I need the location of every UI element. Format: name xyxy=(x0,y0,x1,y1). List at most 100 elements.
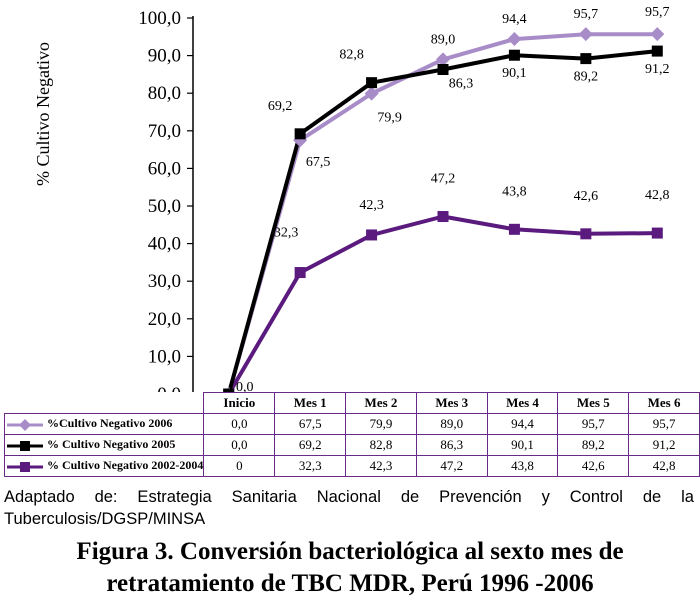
table-cell: 82,8 xyxy=(345,434,417,456)
data-point xyxy=(366,77,378,89)
table-cell: 91,2 xyxy=(628,434,700,456)
legend-swatch-marker xyxy=(19,418,31,431)
series-markers xyxy=(223,27,665,392)
data-label: 90,1 xyxy=(502,66,527,81)
caption-line-1: Figura 3. Conversión bacteriológica al s… xyxy=(76,538,624,565)
figure-caption: Figura 3. Conversión bacteriológica al s… xyxy=(0,536,700,600)
series-line xyxy=(227,214,658,392)
y-tick-label: 30,0 xyxy=(148,271,181,292)
table-cell: 86,3 xyxy=(415,434,488,456)
data-label: 89,0 xyxy=(431,32,456,47)
chart-plot: 0,0 10,0 20,0 30,0 40,0 50,0 60,0 70,0 80,0 90,0 1… xyxy=(33,5,670,392)
data-label: 91,2 xyxy=(645,62,670,77)
y-tick-label: 70,0 xyxy=(148,121,181,142)
data-point xyxy=(578,27,593,42)
table-cell: 90,1 xyxy=(486,434,559,456)
data-label: 86,3 xyxy=(449,77,474,92)
legend-label: % Cultivo Negativo 2002-2004 xyxy=(47,458,204,473)
y-tick-label: 60,0 xyxy=(148,158,181,179)
legend-swatch-marker xyxy=(20,440,30,451)
legend-swatch xyxy=(7,418,43,431)
table-column-header: Mes 6 xyxy=(628,392,700,414)
data-point xyxy=(651,227,663,239)
data-point xyxy=(508,223,520,235)
data-point xyxy=(366,229,378,241)
table-cell: 42,8 xyxy=(628,455,700,477)
data-label: 32,3 xyxy=(274,226,299,241)
data-point xyxy=(651,45,663,57)
chart-axes xyxy=(187,16,194,392)
table-cell: 79,9 xyxy=(345,413,417,435)
table-row: % Cultivo Negativo 2002-2004 0 32,3 42,3 47,… xyxy=(3,455,700,477)
y-tick-label: 80,0 xyxy=(148,83,181,104)
table-cell: 95,7 xyxy=(628,413,700,435)
data-point xyxy=(364,86,379,101)
legend-swatch xyxy=(7,440,43,451)
data-point xyxy=(437,64,449,76)
table-cell: 42,3 xyxy=(345,455,417,477)
table-cell: 95,7 xyxy=(557,413,630,435)
table-column-header: Mes 3 xyxy=(415,392,488,414)
table-cell: 94,4 xyxy=(486,413,559,435)
data-label: 43,8 xyxy=(502,184,527,199)
data-label: 42,6 xyxy=(574,189,599,204)
table-cell: 89,0 xyxy=(415,413,488,435)
y-tick-label: 100,0 xyxy=(138,8,181,29)
legend-entry: %Cultivo Negativo 2006 xyxy=(3,413,205,435)
data-label: 79,9 xyxy=(377,111,402,126)
table-header-row: Inicio Mes 1 Mes 2 Mes 3 Mes 4 Mes 5 Mes 6 xyxy=(5,392,700,414)
data-point xyxy=(507,32,522,47)
data-point xyxy=(508,49,520,61)
table-cell: 47,2 xyxy=(415,455,488,477)
table-column-header: Mes 1 xyxy=(274,392,347,414)
y-tick-label: 50,0 xyxy=(148,196,181,217)
table-cell: 0,0 xyxy=(203,434,276,456)
legend-entry: % Cultivo Negativo 2002-2004 xyxy=(3,455,205,477)
data-point xyxy=(223,388,235,392)
data-table: Inicio Mes 1 Mes 2 Mes 3 Mes 4 Mes 5 Mes 6 %Cu… xyxy=(3,392,700,477)
y-axis-label: % Cultivo Negativo xyxy=(33,42,53,186)
data-label: 42,3 xyxy=(359,198,384,213)
data-label: 47,2 xyxy=(431,172,456,187)
data-point xyxy=(650,27,665,42)
data-point xyxy=(294,128,306,140)
legend-entry: % Cultivo Negativo 2005 xyxy=(3,434,205,456)
table-cell: 32,3 xyxy=(274,455,347,477)
data-label: 95,7 xyxy=(574,7,599,22)
table-column-header: Mes 4 xyxy=(486,392,559,414)
table-cell: 42,6 xyxy=(557,455,630,477)
y-tick-label: 40,0 xyxy=(148,234,181,255)
data-point xyxy=(437,211,449,223)
data-point xyxy=(294,267,306,279)
table-cell: 69,2 xyxy=(274,434,347,456)
caption-line-2: retratamiento de TBC MDR, Perú 1996 -200… xyxy=(106,570,594,597)
y-tick-label: 20,0 xyxy=(148,309,181,330)
data-point xyxy=(436,52,450,67)
data-label: 95,7 xyxy=(645,5,670,20)
table-cell: 67,5 xyxy=(274,413,347,435)
data-point xyxy=(580,228,592,240)
data-label: 67,5 xyxy=(306,155,331,170)
legend-swatch xyxy=(7,461,43,472)
table-row: % Cultivo Negativo 2005 0,0 69,2 82,8 86,3 90… xyxy=(3,434,700,456)
table-corner xyxy=(5,393,204,414)
table-column-header: Mes 2 xyxy=(345,392,417,414)
source-note: Adaptado de: Estrategia Sanitaria Nacion… xyxy=(4,488,694,528)
table-column-header: Inicio xyxy=(203,392,276,414)
data-label: 89,2 xyxy=(574,70,599,85)
data-labels: 0,0 67,5 69,2 79,9 82,8 89,0 86,3 94,4 90,1 95,7 8… xyxy=(236,5,670,392)
y-tick-label: 0,0 xyxy=(157,384,181,392)
table-cell: 89,2 xyxy=(557,434,630,456)
data-point xyxy=(580,53,592,65)
data-label: 69,2 xyxy=(268,99,293,114)
legend-swatch-marker xyxy=(20,461,30,472)
y-tick-labels: 0,0 10,0 20,0 30,0 40,0 50,0 60,0 70,0 80,0 90,0 1… xyxy=(138,8,181,392)
legend-label: %Cultivo Negativo 2006 xyxy=(47,416,173,431)
data-label: 42,8 xyxy=(645,188,670,203)
table-cell: 0 xyxy=(203,455,276,477)
y-tick-label: 10,0 xyxy=(148,346,181,367)
table-row: %Cultivo Negativo 2006 0,0 67,5 79,9 89,0 94,… xyxy=(3,413,700,435)
table-column-header: Mes 5 xyxy=(557,392,630,414)
legend-label: % Cultivo Negativo 2005 xyxy=(47,437,176,452)
table-cell: 43,8 xyxy=(486,455,559,477)
